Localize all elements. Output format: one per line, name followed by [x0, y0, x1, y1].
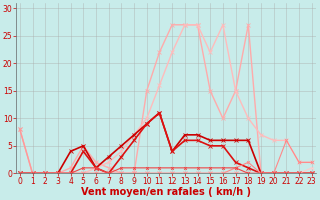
X-axis label: Vent moyen/en rafales ( km/h ): Vent moyen/en rafales ( km/h ) [81, 187, 251, 197]
